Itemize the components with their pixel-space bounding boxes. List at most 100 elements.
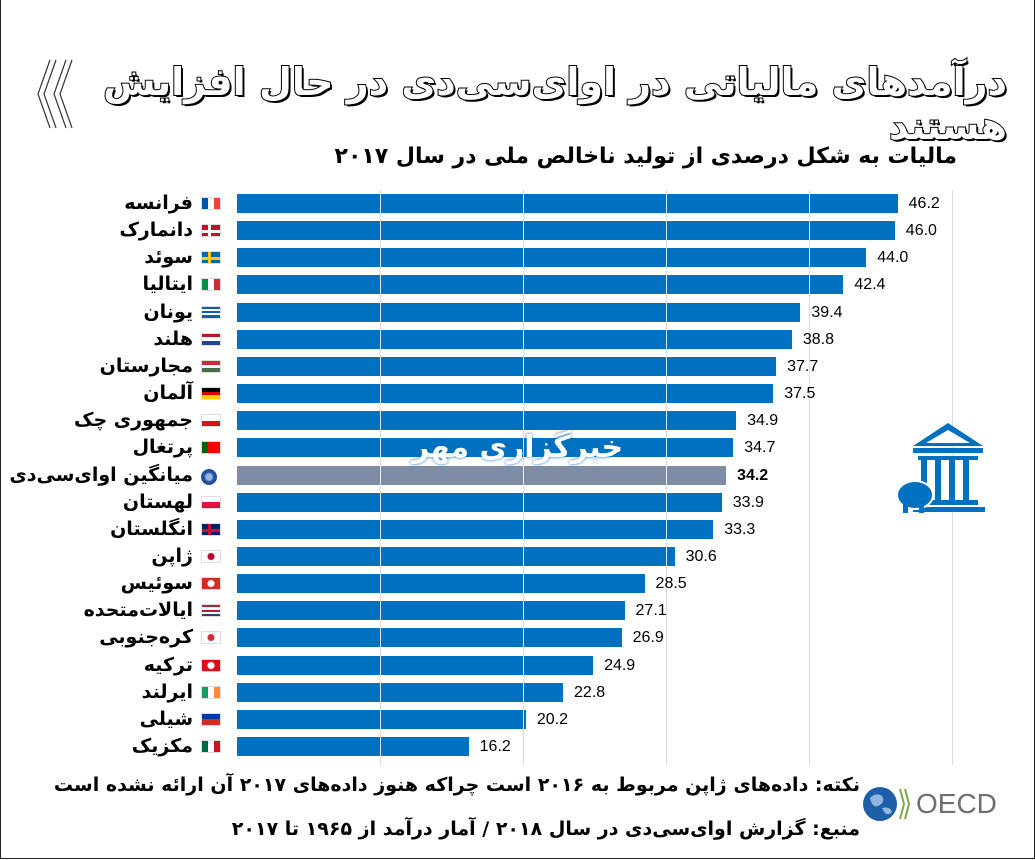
category-label: ترکیه [143, 653, 193, 676]
bar [237, 574, 645, 594]
category-label: مکزیک [131, 735, 193, 757]
oecd-logo-text: OECD [916, 788, 997, 819]
gridline-over-bar [666, 411, 667, 431]
flag-icon [201, 224, 221, 238]
category-label: شیلی [139, 707, 193, 730]
category-label: ایتالیا [142, 273, 193, 296]
gridline-over-bar [523, 574, 524, 594]
gridline-over-bar [523, 384, 524, 404]
data-label: 24.9 [604, 656, 636, 674]
bar [237, 384, 774, 404]
gridline-over-bar [523, 519, 524, 539]
gridline-over-bar [666, 329, 667, 349]
gridline-over-bar [380, 737, 381, 756]
gridline-over-bar [666, 465, 667, 485]
data-label: 37.5 [784, 385, 816, 403]
gridline-over-bar [523, 194, 524, 213]
data-label: 22.8 [574, 683, 606, 701]
gridline-over-bar [666, 194, 667, 213]
gridline-over-bar [666, 546, 667, 566]
bar [237, 546, 675, 566]
gridline-over-bar [523, 302, 524, 322]
gridline-over-bar [380, 221, 381, 241]
gridline-over-bar [380, 356, 381, 376]
chart-title: مالیات به شکل درصدی از تولید ناخالص ملی … [334, 144, 957, 169]
gridline-over-bar [523, 682, 524, 702]
bar [237, 329, 792, 349]
gridline-over-bar [380, 682, 381, 702]
gridline-over-bar [523, 492, 524, 512]
gridline-over-bar [666, 356, 667, 376]
bar [237, 682, 564, 702]
gridline-over-bar [380, 329, 381, 349]
source-note: منبع: گزارش اوای‌سی‌دی در سال ۲۰۱۸ / آما… [231, 818, 860, 840]
category-label: آلمان [143, 382, 193, 405]
gridline-over-bar [523, 655, 524, 675]
bar [237, 492, 722, 512]
gridline-over-bar [666, 221, 667, 241]
gridline-over-bar [523, 329, 524, 349]
flag-icon [201, 631, 221, 645]
watermark: خبرگزاری مهر [412, 430, 624, 465]
gridline-over-bar [666, 302, 667, 322]
gridline-over-bar [523, 601, 524, 621]
gridline-over-bar [809, 194, 810, 213]
data-label: 27.1 [635, 602, 667, 620]
bar [237, 302, 801, 322]
gridline-over-bar [380, 519, 381, 539]
bar [237, 737, 469, 756]
category-label: انگلستان [110, 517, 193, 540]
data-label: 39.4 [811, 303, 843, 321]
bar [237, 709, 526, 729]
gridline-over-bar [666, 384, 667, 404]
gridline-over-bar [666, 248, 667, 268]
gridline-over-bar [666, 519, 667, 539]
gridline-over-bar [380, 194, 381, 213]
gridline-over-bar [380, 248, 381, 268]
flag-icon [201, 197, 221, 210]
flag-icon [201, 658, 221, 672]
flag-icon [201, 577, 221, 591]
flag-icon [201, 441, 221, 455]
gridline-over-bar [380, 655, 381, 675]
gridline-over-bar [380, 546, 381, 566]
gridline-over-bar [380, 275, 381, 295]
flag-icon [201, 468, 217, 485]
globe-icon [863, 787, 897, 821]
data-label: 26.9 [632, 629, 664, 647]
data-label: 16.2 [479, 738, 511, 755]
data-label: 34.7 [744, 439, 776, 457]
data-label: 28.5 [655, 575, 687, 593]
bar [237, 248, 867, 268]
bar [237, 628, 622, 648]
gridline-over-bar [809, 275, 810, 295]
page-title: درآمدهای مالیاتی در اوای‌سی‌دی در حال اف… [102, 59, 1008, 149]
data-label: 20.2 [536, 710, 568, 728]
gridline-over-bar [523, 248, 524, 268]
flag-icon [201, 685, 221, 699]
category-label: مجارستان [99, 354, 193, 377]
data-label: 46.0 [905, 222, 937, 240]
category-label: لهستان [122, 490, 193, 513]
gridline-over-bar [523, 546, 524, 566]
category-label: فرانسه [124, 192, 193, 214]
category-label: میانگین اوای‌سی‌دی [9, 463, 193, 486]
data-label: 33.9 [732, 493, 764, 511]
gridline-over-bar [380, 574, 381, 594]
flag-icon [201, 359, 221, 373]
flag-icon [201, 604, 221, 618]
flag-icon [201, 549, 221, 563]
category-label: دانمارک [119, 219, 193, 242]
data-label: 42.4 [854, 276, 886, 294]
data-label: 34.9 [747, 412, 779, 430]
gridline-over-bar [380, 601, 381, 621]
bar [237, 275, 844, 295]
gridline-over-bar [523, 438, 524, 458]
flag-icon [201, 278, 221, 292]
gridline-over-bar [523, 709, 524, 729]
gridline-over-bar [666, 275, 667, 295]
gridline [809, 190, 810, 765]
chevrons-icon [37, 59, 73, 129]
data-label: 37.7 [787, 357, 819, 375]
gridline-over-bar [523, 628, 524, 648]
